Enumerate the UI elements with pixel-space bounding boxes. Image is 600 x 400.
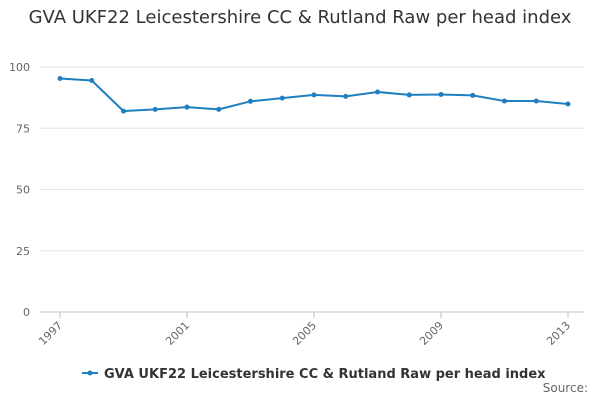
data-point — [533, 98, 539, 104]
source-label: Source: — [542, 381, 588, 395]
y-axis: 0 25 50 75 100 — [9, 61, 30, 319]
x-tick-label: 2013 — [544, 319, 573, 348]
series-group — [57, 76, 571, 114]
legend-label: GVA UKF22 Leicestershire CC & Rutland Ra… — [104, 367, 546, 382]
x-tick-label: 2005 — [290, 319, 319, 348]
x-axis: 1997 2001 2005 2009 2013 — [36, 311, 584, 348]
y-tick-label: 25 — [16, 245, 30, 258]
legend-swatch-marker — [87, 370, 93, 376]
data-point — [343, 93, 349, 99]
data-point — [406, 92, 412, 98]
data-point — [152, 106, 158, 112]
data-point — [121, 108, 126, 114]
y-tick-label: 100 — [9, 61, 30, 74]
data-point — [279, 95, 285, 101]
chart-title: GVA UKF22 Leicestershire CC & Rutland Ra… — [28, 7, 572, 28]
data-point — [565, 101, 571, 107]
legend[interactable]: GVA UKF22 Leicestershire CC & Rutland Ra… — [82, 367, 546, 382]
data-point — [375, 89, 380, 95]
x-tick-label: 1997 — [36, 319, 65, 348]
y-tick-label: 75 — [16, 122, 30, 135]
data-point — [89, 77, 95, 83]
x-tick-label: 2001 — [163, 319, 192, 348]
x-tick-label: 2009 — [417, 319, 446, 348]
data-point — [184, 104, 190, 110]
data-point — [470, 92, 476, 98]
y-tick-label: 0 — [23, 306, 30, 319]
y-tick-label: 50 — [16, 184, 30, 197]
data-point — [216, 106, 222, 112]
data-point — [311, 92, 317, 98]
data-point — [57, 76, 63, 82]
data-point — [248, 98, 253, 104]
data-point — [502, 98, 507, 104]
gridlines — [40, 66, 584, 313]
data-point — [438, 91, 444, 97]
